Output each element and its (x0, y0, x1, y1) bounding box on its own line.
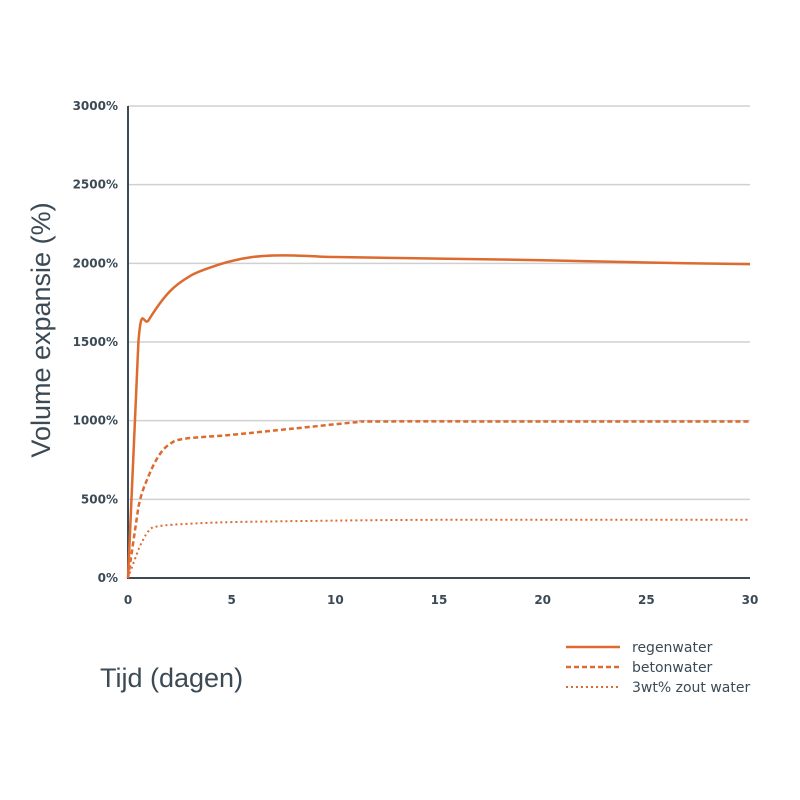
legend-label-zout-water: 3wt% zout water (632, 680, 750, 696)
x-tick-label: 15 (431, 593, 448, 607)
y-tick-label: 2500% (73, 178, 118, 192)
y-tick-label: 2000% (73, 256, 118, 270)
x-tick-label: 20 (534, 593, 551, 607)
legend: regenwater betonwater 3wt% zout water (566, 640, 750, 696)
legend-label-betonwater: betonwater (632, 660, 713, 676)
x-tick-labels: 0 5 10 15 20 25 30 (124, 593, 759, 607)
y-tick-label: 1500% (73, 335, 118, 349)
series-line-0 (126, 254, 751, 579)
grid-lines (128, 105, 750, 501)
x-tick-label: 10 (327, 593, 344, 607)
legend-label-regenwater: regenwater (632, 640, 713, 656)
axes (127, 106, 750, 579)
y-tick-label: 0% (98, 571, 118, 585)
x-axis-label: Tijd (dagen) (100, 663, 243, 693)
x-tick-label: 5 (227, 593, 235, 607)
x-tick-label: 0 (124, 593, 132, 607)
series-line-2 (127, 518, 750, 579)
y-tick-label: 500% (81, 492, 118, 506)
series-lines (126, 254, 751, 579)
y-tick-labels: 0% 500% 1000% 1500% 2000% 2500% 3000% (73, 99, 118, 585)
y-axis-label: Volume expansie (%) (26, 202, 56, 457)
y-tick-label: 1000% (73, 414, 118, 428)
series-line-1 (126, 420, 750, 579)
x-tick-label: 25 (638, 593, 655, 607)
y-tick-label: 3000% (73, 99, 118, 113)
x-tick-label: 30 (742, 593, 759, 607)
